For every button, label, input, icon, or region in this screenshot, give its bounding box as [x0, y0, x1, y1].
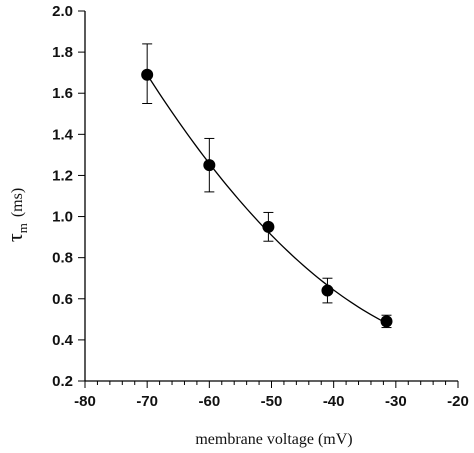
y-tick-label: 1.6	[52, 85, 73, 102]
x-tick-label: -40	[323, 393, 345, 410]
y-tick-label: 1.4	[52, 126, 74, 143]
x-tick-label: -60	[198, 393, 220, 410]
x-tick-label: -70	[136, 393, 158, 410]
x-tick-label: -50	[261, 393, 283, 410]
y-axis-title-unit: (ms)	[9, 188, 26, 217]
data-point	[262, 220, 275, 233]
y-tick-label: 0.8	[52, 250, 73, 267]
y-axis-title-symbol: τ	[2, 233, 27, 242]
x-axis-ticks	[84, 381, 459, 388]
data-point	[321, 284, 334, 297]
x-tick-label: -30	[385, 393, 407, 410]
error-bars	[142, 43, 392, 329]
data-point	[203, 159, 216, 172]
y-axis-tick-labels: 0.2 0.4 0.6 0.8 1.0 1.2 1.4 1.6 1.8 2.0	[52, 3, 74, 390]
y-tick-label: 0.6	[52, 291, 73, 308]
x-tick-label: -20	[447, 393, 469, 410]
data-point	[141, 68, 154, 81]
y-tick-label: 0.4	[52, 332, 74, 349]
data-points	[141, 68, 393, 328]
x-axis-title: membrane voltage (mV)	[195, 431, 352, 448]
y-tick-label: 0.2	[52, 373, 73, 390]
y-tick-label: 1.2	[52, 167, 73, 184]
x-axis-tick-labels: -80 -70 -60 -50 -40 -30 -20	[74, 393, 469, 410]
y-axis-title: τm (ms)	[2, 188, 30, 242]
y-tick-label: 2.0	[52, 3, 73, 20]
y-tick-label: 1.0	[52, 209, 73, 226]
y-tick-label: 1.8	[52, 44, 73, 61]
y-axis-title-subscript: m	[15, 223, 30, 233]
y-axis-ticks	[78, 10, 85, 382]
data-point	[380, 315, 393, 328]
fit-curve	[146, 74, 387, 324]
x-tick-label: -80	[74, 393, 96, 410]
